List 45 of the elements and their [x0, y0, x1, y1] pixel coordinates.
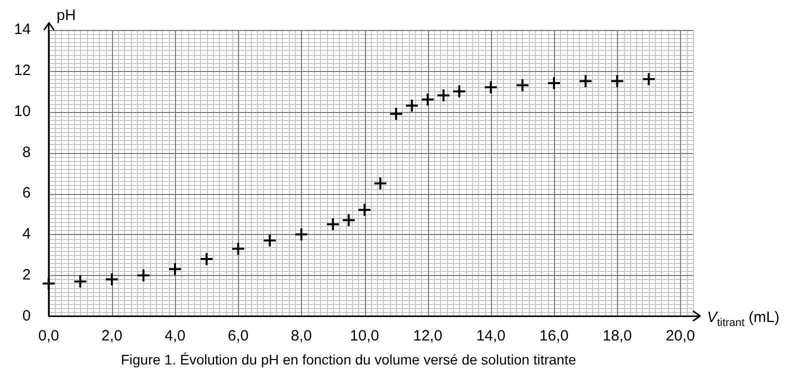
y-tick-label: 8 [22, 144, 31, 161]
point [104, 272, 119, 286]
point [342, 213, 356, 228]
y-tick-label: 12 [14, 62, 31, 80]
x-tick-label: 10,0 [350, 327, 380, 344]
y-tick-label: 10 [14, 102, 31, 120]
point [42, 276, 56, 290]
x-tick-label: 16,0 [539, 327, 569, 344]
text: Figure 1. Évolution du pH en fonction du volume versé de solution titrante [120, 351, 576, 368]
y-tick-label: 4 [22, 226, 31, 243]
point [262, 234, 277, 248]
x-tick-label: 6,0 [228, 327, 249, 344]
x-tick-label: 20,0 [666, 327, 695, 344]
x-tick-label: 4,0 [164, 327, 186, 344]
x-tick-label: 2,0 [101, 327, 122, 344]
point [547, 76, 562, 90]
point [73, 274, 88, 288]
point [358, 202, 372, 217]
x-tick-label: 0,0 [38, 327, 60, 344]
point [389, 106, 404, 121]
point [420, 92, 435, 107]
point [168, 262, 182, 276]
y-axis-title: pH [56, 7, 76, 24]
y-tick-label: 14 [14, 21, 31, 38]
x-tick-label: 14,0 [476, 327, 506, 344]
point [136, 268, 150, 282]
point [326, 217, 340, 232]
point [642, 72, 656, 86]
point [373, 176, 388, 190]
point [578, 74, 593, 88]
y-tick-label: 6 [22, 184, 31, 202]
point [484, 80, 498, 94]
point [231, 242, 246, 256]
point [436, 88, 450, 102]
point [515, 78, 530, 92]
y-tick-label: 2 [22, 266, 31, 284]
point [452, 84, 466, 98]
point [404, 98, 419, 113]
point [294, 227, 308, 242]
x-tick-label: 8,0 [290, 327, 312, 344]
point [200, 252, 214, 266]
x-tick-label: 18,0 [602, 327, 632, 344]
point [610, 74, 624, 88]
y-tick-label: 0 [22, 307, 31, 324]
x-tick-label: 12,0 [413, 327, 442, 344]
